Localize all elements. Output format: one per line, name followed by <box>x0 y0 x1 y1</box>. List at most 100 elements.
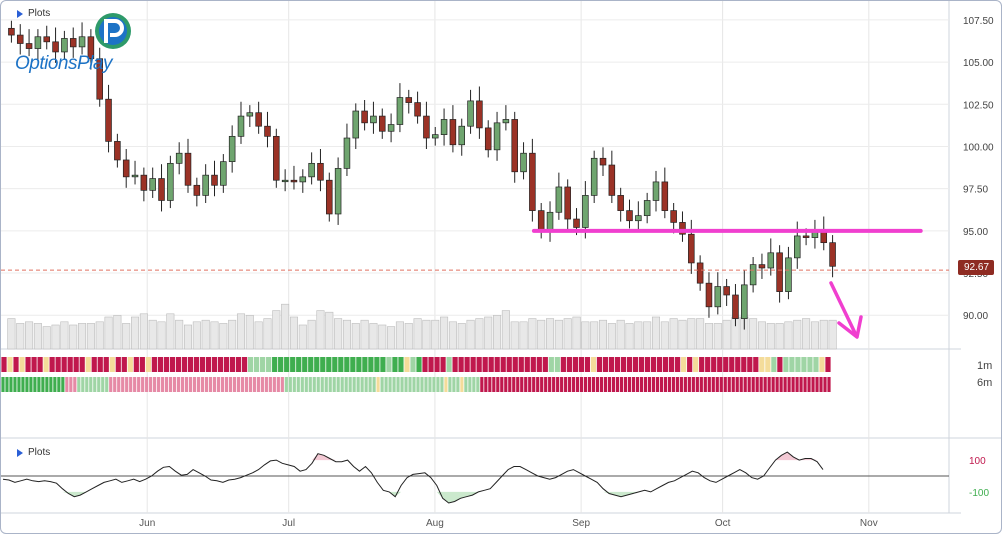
volume-bar <box>148 319 157 350</box>
sentiment-1m-cell <box>638 357 645 372</box>
candle <box>281 169 289 192</box>
candle <box>16 24 24 55</box>
candle <box>476 86 483 139</box>
sentiment-6m-cell <box>13 377 17 392</box>
sentiment-1m-cell <box>476 357 482 372</box>
sentiment-1m-cell <box>217 357 224 372</box>
candle <box>78 22 86 55</box>
volume-bar <box>581 321 590 350</box>
volume-bar <box>431 319 440 350</box>
volume-bar <box>546 318 555 350</box>
oscillator-plots-toggle[interactable]: Plots <box>17 447 50 458</box>
sentiment-6m-cell <box>21 377 25 392</box>
candle <box>705 272 713 318</box>
sentiment-6m-cell <box>312 377 316 392</box>
sentiment-6m-cell <box>576 377 580 392</box>
candle <box>299 169 307 193</box>
sentiment-6m-cell <box>643 377 648 392</box>
candle-body <box>431 134 439 139</box>
sentiment-1m-cell <box>284 357 290 372</box>
main-plots-toggle[interactable]: Plots <box>17 8 50 19</box>
volume-bar <box>625 323 634 350</box>
sentiment-1m-cell <box>711 357 717 372</box>
sentiment-1m-cell <box>440 357 446 372</box>
sentiment-6m-cell <box>172 377 177 392</box>
sentiment-6m-cell <box>755 377 759 392</box>
sentiment-6m-cell <box>93 377 97 392</box>
sentiment-6m-cell <box>161 377 165 392</box>
sentiment-6m-cell <box>679 377 683 392</box>
sentiment-1m-cell <box>211 357 218 372</box>
candle <box>661 167 669 219</box>
candle-body <box>829 242 836 267</box>
candle-body <box>308 162 315 178</box>
candle-body <box>652 181 660 201</box>
sentiment-1m-cell <box>133 357 139 372</box>
sentiment-1m-cell <box>97 357 103 372</box>
sentiment-6m-cell <box>133 377 137 392</box>
sentiment-6m-cell <box>125 377 129 392</box>
candle-body <box>43 36 50 43</box>
candle <box>440 108 448 146</box>
sentiment-6m-cell <box>671 377 675 392</box>
sentiment-6m-cell <box>184 377 189 392</box>
candle-body <box>255 112 262 127</box>
candle <box>467 89 474 134</box>
candle <box>343 123 351 176</box>
sentiment-6m-cell <box>667 377 671 392</box>
sentiment-6m-cell <box>388 377 392 392</box>
candle-body <box>281 179 289 183</box>
sentiment-6m-cell <box>424 377 428 392</box>
sentiment-1m-cell <box>368 357 374 372</box>
sentiment-1m-cell <box>67 357 73 372</box>
sentiment-6m-cell <box>468 377 472 392</box>
sentiment-6m-cell <box>428 377 432 392</box>
sentiment-1m-cell <box>37 357 43 372</box>
candle <box>228 125 236 173</box>
candle <box>794 221 801 269</box>
sentiment-6m-cell <box>196 377 201 392</box>
volume-bar <box>104 316 113 350</box>
sentiment-6m-cell <box>384 377 388 392</box>
sentiment-1m-cell <box>422 357 428 372</box>
sentiment-1m-cell <box>626 357 633 372</box>
sentiment-6m-cell <box>376 377 380 392</box>
sentiment-1m-cell <box>644 357 651 372</box>
sentiment-6m-cell <box>117 377 121 392</box>
candle <box>317 148 324 192</box>
candle-body <box>220 161 227 186</box>
sentiment-1m-cell <box>109 357 115 372</box>
candle <box>334 157 342 225</box>
sentiment-6m-cell <box>65 377 69 392</box>
sentiment-6m-cell <box>560 377 564 392</box>
sentiment-1m-cell <box>656 357 663 372</box>
oscillator-oversold-fill <box>3 491 823 503</box>
x-tick-label: Jun <box>139 518 155 529</box>
candle <box>246 105 254 128</box>
sentiment-6m-cell <box>192 377 197 392</box>
sentiment-6m-cell <box>41 377 45 392</box>
volume-bar <box>457 323 466 350</box>
sentiment-6m-cell <box>623 377 628 392</box>
sentiment-6m-cell <box>45 377 49 392</box>
candle-body <box>573 218 580 228</box>
volume-bar <box>440 316 449 350</box>
candle <box>149 167 156 198</box>
sentiment-1m-cell <box>723 357 729 372</box>
expand-triangle-icon <box>17 448 23 457</box>
sentiment-6m-cell <box>727 377 731 392</box>
volume-bar <box>139 313 148 350</box>
sentiment-1m-cell <box>169 357 176 372</box>
volume-bar <box>616 319 625 350</box>
sentiment-6m-cell <box>5 377 9 392</box>
sentiment-6m-cell <box>412 377 416 392</box>
sentiment-1m-cell <box>560 357 566 372</box>
sentiment-6m-cell <box>77 377 81 392</box>
candle <box>502 105 510 131</box>
candle <box>61 30 68 60</box>
sentiment-1m-cell <box>602 357 609 372</box>
sentiment-6m-cell <box>9 377 13 392</box>
sentiment-6m-cell <box>771 377 775 392</box>
sentiment-6m-cell <box>17 377 21 392</box>
volume-bar <box>342 319 351 350</box>
